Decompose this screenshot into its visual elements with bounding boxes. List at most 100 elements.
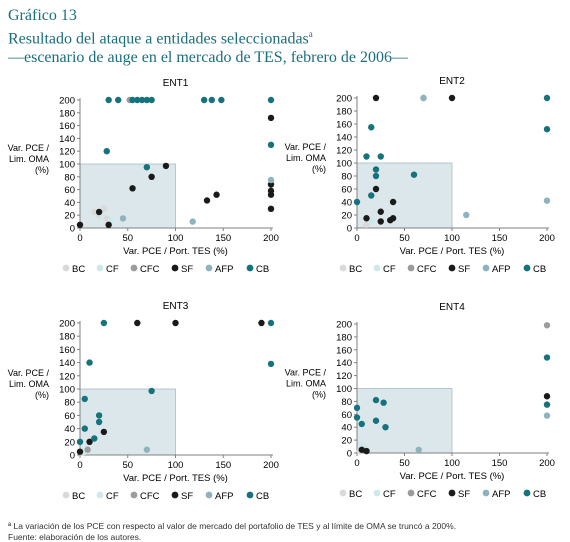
- y-tick-label: 180: [59, 108, 75, 119]
- point-cb: [411, 172, 417, 178]
- legend-label: CF: [106, 264, 119, 275]
- point-sf: [204, 197, 210, 203]
- point-cb: [544, 95, 550, 101]
- legend-label: BC: [72, 491, 85, 502]
- x-axis-label: Var. PCE / Port. TES (%): [400, 471, 505, 482]
- point-sf: [172, 320, 178, 326]
- point-cb: [354, 199, 360, 205]
- point-cb: [82, 425, 88, 431]
- point-sf: [449, 95, 455, 101]
- point-sf: [96, 209, 102, 215]
- y-tick-label: 40: [341, 198, 352, 209]
- y-tick-label: 0: [70, 224, 75, 235]
- legend-marker-cfc: [131, 265, 138, 272]
- legend-marker-bc: [340, 490, 347, 497]
- y-tick-label: 180: [336, 332, 352, 343]
- y-tick-label: 160: [59, 121, 75, 132]
- y-tick-label: 100: [336, 384, 352, 395]
- point-cb: [91, 435, 97, 441]
- x-tick-label: 150: [492, 233, 508, 244]
- x-tick-label: 100: [168, 233, 184, 244]
- legend-label: SF: [181, 491, 193, 502]
- y-tick-label: 0: [70, 451, 75, 462]
- x-tick-label: 0: [77, 460, 82, 471]
- y-tick-label: 40: [64, 424, 75, 435]
- point-cb: [86, 359, 92, 365]
- legend-label: CFC: [140, 264, 160, 275]
- legend-label: CFC: [417, 489, 437, 500]
- point-cb: [544, 401, 550, 407]
- chart-title: ENT4: [439, 302, 465, 313]
- x-tick-label: 100: [444, 233, 460, 244]
- point-sf: [129, 185, 135, 191]
- y-axis-label: (%): [312, 390, 326, 400]
- reference-region: [357, 389, 452, 454]
- y-axis-label: Var. PCE /: [285, 142, 327, 152]
- point-sf: [378, 209, 384, 215]
- y-tick-label: 80: [64, 398, 75, 409]
- point-sf: [268, 192, 274, 198]
- y-axis-label: Var. PCE /: [8, 368, 50, 378]
- y-axis-label: (%): [312, 164, 326, 174]
- point-afp: [120, 215, 126, 221]
- y-tick-label: 120: [336, 146, 352, 157]
- x-tick-label: 200: [539, 458, 555, 469]
- legend-label: CB: [533, 264, 546, 275]
- y-tick-label: 100: [336, 159, 352, 170]
- point-cb: [101, 320, 107, 326]
- legend-marker-afp: [206, 492, 213, 499]
- point-afp: [463, 212, 469, 218]
- point-afp: [544, 198, 550, 204]
- legend-label: BC: [349, 264, 362, 275]
- point-sf: [268, 206, 274, 212]
- legend-label: CB: [256, 264, 269, 275]
- point-cb: [201, 97, 207, 103]
- legend-marker-cf: [97, 492, 104, 499]
- x-tick-label: 0: [354, 458, 359, 469]
- point-cb: [209, 97, 215, 103]
- footnote-text: ª La variación de los PCE con respecto a…: [8, 521, 564, 532]
- legend-label: AFP: [215, 264, 233, 275]
- point-cb: [268, 320, 274, 326]
- legend-marker-cb: [524, 265, 531, 272]
- legend-marker-bc: [63, 265, 70, 272]
- legend-marker-afp: [483, 490, 490, 497]
- legend-marker-bc: [340, 265, 347, 272]
- legend-marker-afp: [483, 265, 490, 272]
- point-cb: [96, 419, 102, 425]
- reference-region: [80, 164, 176, 228]
- y-tick-label: 160: [59, 345, 75, 356]
- point-sf: [363, 215, 369, 221]
- y-tick-label: 100: [59, 160, 75, 171]
- point-cfc: [544, 322, 550, 328]
- point-afp: [144, 447, 150, 453]
- legend-label: BC: [349, 489, 362, 500]
- point-afp: [420, 95, 426, 101]
- x-tick-label: 200: [263, 460, 279, 471]
- point-sf: [268, 115, 274, 121]
- x-tick-label: 50: [122, 460, 133, 471]
- y-tick-label: 200: [336, 320, 352, 331]
- y-tick-label: 100: [59, 385, 75, 396]
- x-tick-label: 50: [399, 233, 410, 244]
- x-axis-label: Var. PCE / Port. TES (%): [123, 473, 228, 484]
- y-tick-label: 120: [336, 371, 352, 382]
- legend-label: AFP: [215, 491, 233, 502]
- point-sf: [373, 186, 379, 192]
- figure-notes: ª La variación de los PCE con respecto a…: [8, 521, 564, 542]
- point-cb: [382, 424, 388, 430]
- y-tick-label: 140: [59, 358, 75, 369]
- y-axis-label: (%): [35, 165, 49, 175]
- y-tick-label: 160: [336, 120, 352, 131]
- point-sf: [390, 215, 396, 221]
- point-cb: [373, 418, 379, 424]
- y-tick-label: 80: [341, 172, 352, 183]
- legend-marker-cb: [524, 490, 531, 497]
- y-tick-label: 140: [336, 358, 352, 369]
- legend-label: CF: [383, 489, 396, 500]
- point-cb: [104, 148, 110, 154]
- point-cfc: [84, 447, 90, 453]
- legend-label: AFP: [492, 264, 510, 275]
